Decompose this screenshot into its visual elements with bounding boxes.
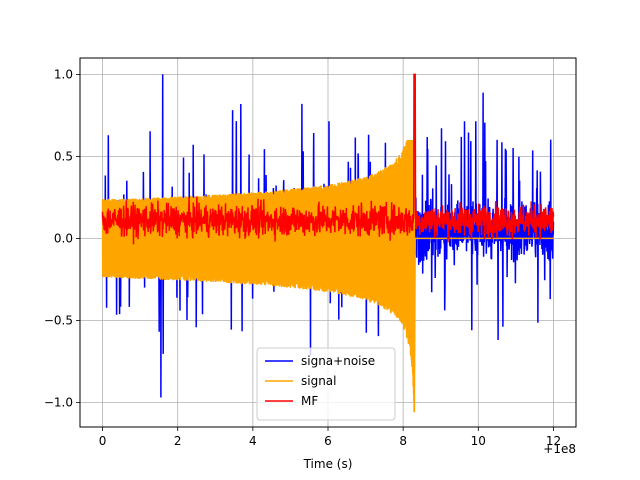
x-tick-label: 0 xyxy=(99,434,107,448)
axis-ticks: 0 2 4 6 8 10 12 1.0 0.5 0.0 −0.5 −1.0 xyxy=(44,67,561,448)
x-tick-label: 10 xyxy=(471,434,486,448)
y-tick-label: 0.5 xyxy=(54,149,73,163)
legend: signa+noise signal MF xyxy=(256,347,396,421)
x-tick-label: 2 xyxy=(174,434,182,448)
x-tick-label: 8 xyxy=(399,434,407,448)
plot-area xyxy=(101,73,555,413)
x-offset-label: +1e8 xyxy=(543,442,576,456)
series-mf-line xyxy=(101,73,555,245)
legend-box xyxy=(256,347,396,421)
y-tick-label: −1.0 xyxy=(44,395,73,409)
y-tick-label: 0.0 xyxy=(54,231,73,245)
x-tick-label: 4 xyxy=(249,434,257,448)
y-tick-label: 1.0 xyxy=(54,67,73,81)
legend-label: MF xyxy=(301,394,318,408)
x-axis-label: Time (s) xyxy=(303,457,353,471)
legend-label: signal xyxy=(301,374,337,388)
x-tick-label: 12 xyxy=(546,434,561,448)
legend-label: signa+noise xyxy=(301,354,375,368)
y-tick-label: −0.5 xyxy=(44,313,73,327)
x-tick-label: 6 xyxy=(324,434,332,448)
